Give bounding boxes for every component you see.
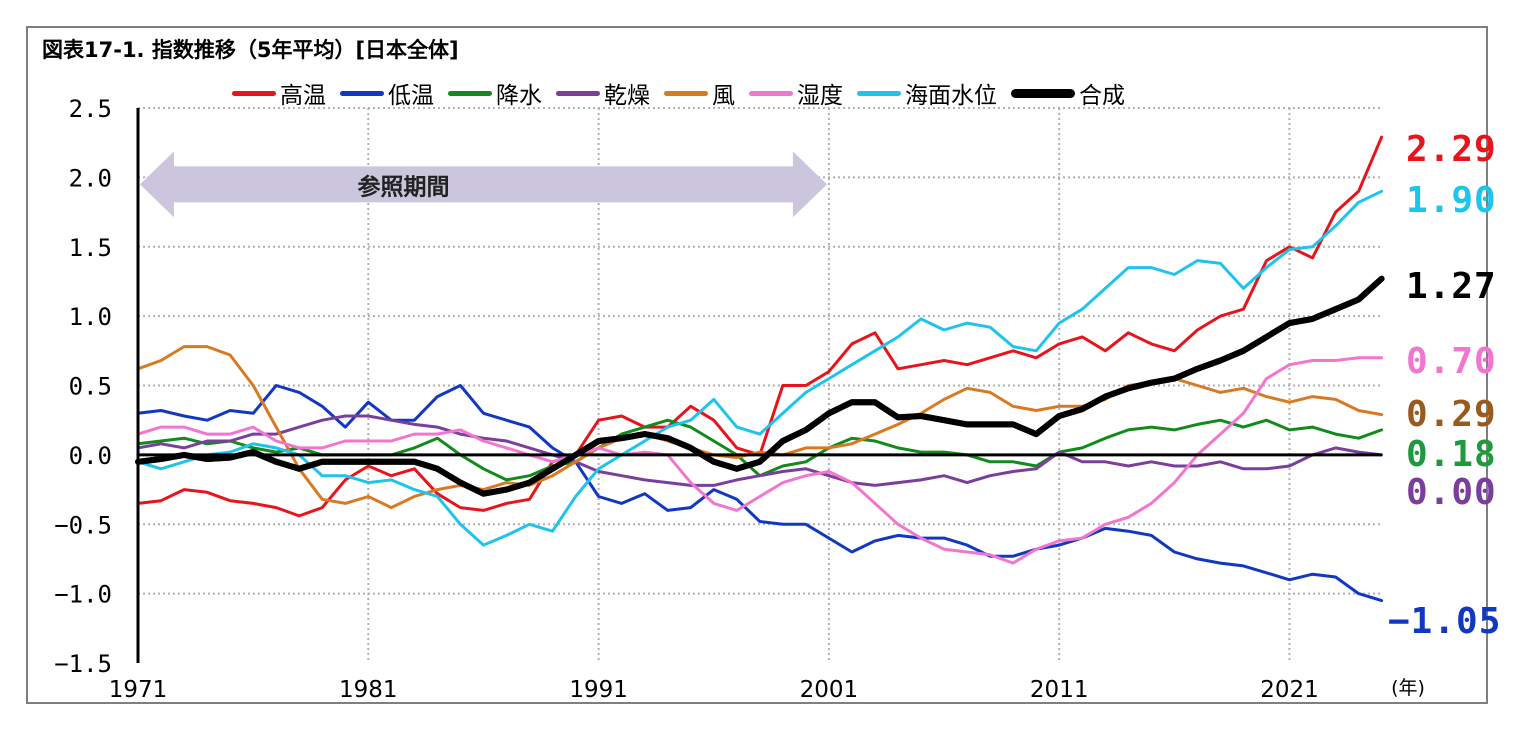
end-label-高温: 2.29 <box>1406 129 1497 170</box>
y-tick-label: −1.0 <box>54 581 112 609</box>
legend-label: 合成 <box>1079 83 1125 109</box>
y-tick-label: −1.5 <box>54 650 112 678</box>
y-tick-label: 2.0 <box>69 164 112 192</box>
x-tick-label: 1981 <box>339 677 398 703</box>
legend-item: 風 <box>664 76 735 110</box>
reference-period-label: 参照期間 <box>357 173 449 200</box>
legend-item: 湿度 <box>749 76 843 110</box>
y-tick-label: 0.0 <box>69 442 112 470</box>
legend-item: 海面水位 <box>857 76 997 110</box>
end-label-湿度: 0.70 <box>1406 341 1497 382</box>
legend-swatch <box>857 90 901 96</box>
x-tick-label: 2021 <box>1260 677 1319 703</box>
end-label-風: 0.29 <box>1406 394 1497 435</box>
y-tick-label: 1.5 <box>69 234 112 262</box>
x-tick-label: 1971 <box>109 677 168 703</box>
end-label-低温: −1.05 <box>1388 601 1502 642</box>
legend-item: 低温 <box>340 76 434 110</box>
x-tick-label: 1991 <box>569 677 628 703</box>
chart-title: 図表17-1. 指数推移（5年平均）[日本全体] <box>42 38 459 62</box>
end-label-降水: 0.18 <box>1406 434 1497 475</box>
legend-label: 乾燥 <box>604 83 650 109</box>
series-line-乾燥 <box>136 414 1384 487</box>
legend-swatch <box>448 90 492 96</box>
legend-swatch <box>232 90 276 96</box>
legend-label: 風 <box>712 83 735 109</box>
x-axis-label: (年) <box>1391 677 1425 699</box>
series-line-composite-top <box>135 275 1385 497</box>
y-tick-label: 0.5 <box>69 373 112 401</box>
y-tick-label: −0.5 <box>54 511 112 539</box>
legend-item: 合成 <box>1011 76 1125 110</box>
legend-item: 降水 <box>448 76 542 110</box>
chart-legend: 高温 低温 降水 乾燥 風 湿度 海面水位 合成 <box>232 76 1139 110</box>
legend-swatch <box>556 90 600 96</box>
end-label-海面水位: 1.90 <box>1406 180 1497 221</box>
end-label-合成: 1.27 <box>1406 266 1497 307</box>
x-tick-label: 2011 <box>1030 677 1089 703</box>
series-line-海面水位 <box>136 189 1384 547</box>
series-line-低温 <box>136 384 1384 603</box>
x-tick-label: 2001 <box>800 677 859 703</box>
end-label-乾燥: 0.00 <box>1406 472 1497 513</box>
y-tick-label: 1.0 <box>69 303 112 331</box>
legend-swatch <box>664 90 708 96</box>
legend-label: 降水 <box>496 83 542 109</box>
legend-label: 海面水位 <box>905 83 997 109</box>
series-line-湿度 <box>136 356 1384 565</box>
legend-label: 湿度 <box>797 83 843 109</box>
y-tick-label: 2.5 <box>69 95 112 123</box>
legend-swatch <box>1011 88 1075 98</box>
legend-label: 高温 <box>280 83 326 109</box>
legend-item: 乾燥 <box>556 76 650 110</box>
reference-period-arrow <box>140 151 827 218</box>
legend-label: 低温 <box>388 83 434 109</box>
series-line-降水 <box>136 418 1384 482</box>
legend-swatch <box>749 90 793 96</box>
legend-swatch <box>340 90 384 96</box>
legend-item: 高温 <box>232 76 326 110</box>
chart-frame <box>26 26 1488 704</box>
